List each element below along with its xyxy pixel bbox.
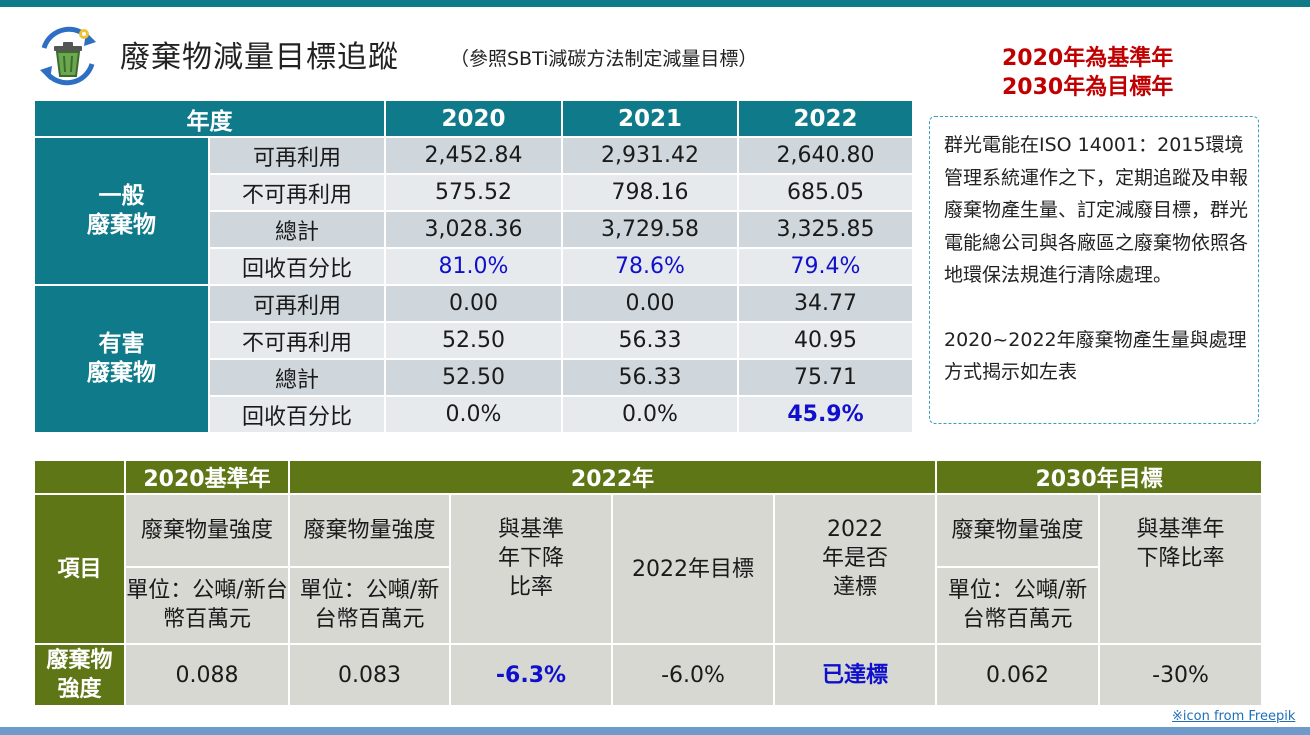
recycle-bin-icon xyxy=(32,20,104,92)
target-reduction-value: -30% xyxy=(1098,643,1264,707)
target-intensity-value: 0.062 xyxy=(935,643,1101,707)
waste-volume-table: 年度 2020 2021 2022 一般 廢棄物 可再利用 2,452.84 2… xyxy=(33,99,914,434)
table-row: 總計 3,028.36 3,729.58 3,325.85 xyxy=(34,210,914,249)
table-cell: 56.33 xyxy=(561,321,739,360)
reduction-value: -6.3% xyxy=(449,643,613,707)
unit-label: 單位：公噸/新台幣百萬元 xyxy=(124,565,290,646)
year-2022-header: 2022 xyxy=(737,99,914,138)
unit-label: 單位：公噸/新台幣百萬元 xyxy=(288,565,451,646)
year-2020-header: 2020 xyxy=(384,99,563,138)
table-cell: 52.50 xyxy=(384,321,563,360)
row-label: 可再利用 xyxy=(208,284,386,323)
row-label: 回收百分比 xyxy=(208,247,386,286)
table-row: 總計 52.50 56.33 75.71 xyxy=(34,358,914,397)
table-row: 項目 廢棄物量強度 廢棄物量強度 與基準年下降比率 2022年目標 2022年是… xyxy=(33,493,1264,645)
row-label: 不可再利用 xyxy=(208,173,386,212)
table-cell: 34.77 xyxy=(737,284,914,323)
table-cell: 685.05 xyxy=(737,173,914,212)
table-cell: 0.00 xyxy=(561,284,739,323)
waste-intensity-target-table: 2020基準年 2022年 2030年目標 項目 廢棄物量強度 廢棄物量強度 與… xyxy=(33,459,1264,707)
item-label: 項目 xyxy=(33,493,126,645)
achieved-label: 2022年是否達標 xyxy=(772,493,938,645)
table-row: 不可再利用 575.52 798.16 685.05 xyxy=(34,173,914,212)
recycle-rate-cell: 81.0% xyxy=(384,247,563,286)
current-intensity-value: 0.083 xyxy=(288,643,451,707)
recycle-rate-cell: 79.4% xyxy=(737,247,914,286)
recycle-rate-cell: 0.0% xyxy=(384,395,563,434)
table-cell: 75.71 xyxy=(737,358,914,397)
table-cell: 56.33 xyxy=(561,358,739,397)
intensity-label: 廢棄物量強度 xyxy=(124,493,290,568)
table-row: 單位：公噸/新台幣百萬元 單位：公噸/新台幣百萬元 單位：公噸/新台幣百萬元 xyxy=(34,565,1262,646)
table-row: 一般 廢棄物 可再利用 2,452.84 2,931.42 2,640.80 xyxy=(33,136,914,286)
target-year-note: 2030年為目標年 xyxy=(1002,75,1174,100)
base-intensity-value: 0.088 xyxy=(124,643,290,707)
table-cell: 3,325.85 xyxy=(737,210,914,249)
page-subtitle: （參照SBTi減碳方法制定減量目標） xyxy=(450,48,758,70)
year-header: 年度 xyxy=(33,99,386,138)
table-cell: 2,931.42 xyxy=(561,136,739,175)
table-row: 回收百分比 81.0% 78.6% 79.4% xyxy=(34,247,914,286)
intensity-label: 廢棄物量強度 xyxy=(935,493,1101,568)
year-note: 2020年為基準年 2030年為目標年 xyxy=(1002,44,1173,102)
table-cell: 798.16 xyxy=(561,173,739,212)
table-cell: 52.50 xyxy=(384,358,563,397)
recycle-rate-cell: 45.9% xyxy=(737,395,914,434)
note-box: 群光電能在ISO 14001：2015環境管理系統運作之下，定期追蹤及申報廢棄物… xyxy=(929,116,1259,424)
bottom-accent-bar xyxy=(0,727,1310,735)
table-row: 廢棄物強度 0.088 0.083 -6.3% -6.0% 已達標 0.062 … xyxy=(33,643,1264,707)
table-cell: 575.52 xyxy=(384,173,563,212)
recycle-rate-cell: 0.0% xyxy=(561,395,739,434)
table-row: 回收百分比 0.0% 0.0% 45.9% xyxy=(34,395,914,434)
base-year-note: 2020年為基準年 xyxy=(1002,46,1174,71)
base-year-header: 2020基準年 xyxy=(124,459,290,495)
table-cell: 3,028.36 xyxy=(384,210,563,249)
page-title: 廢棄物減量目標追蹤 xyxy=(120,40,399,75)
row-label: 總計 xyxy=(208,358,386,397)
icon-credit-link[interactable]: ※icon from Freepik xyxy=(1172,709,1296,724)
row-label: 可再利用 xyxy=(208,136,386,175)
row-label: 回收百分比 xyxy=(208,395,386,434)
unit-label: 單位：公噸/新台幣百萬元 xyxy=(935,565,1101,646)
note-paragraph-1: 群光電能在ISO 14001：2015環境管理系統運作之下，定期追蹤及申報廢棄物… xyxy=(944,134,1249,286)
blank-header xyxy=(33,459,126,495)
target-year-header: 2030年目標 xyxy=(935,459,1264,495)
table-row: 不可再利用 52.50 56.33 40.95 xyxy=(34,321,914,360)
table-cell: 0.00 xyxy=(384,284,563,323)
note-paragraph-2: 2020~2022年廢棄物產生量與處理方式揭示如左表 xyxy=(944,328,1247,384)
waste-intensity-label: 廢棄物強度 xyxy=(33,643,126,707)
hazardous-waste-group: 有害 廢棄物 xyxy=(33,284,210,434)
general-waste-group: 一般 廢棄物 xyxy=(33,136,210,286)
reduction-label: 與基準年下降比率 xyxy=(1098,493,1264,645)
table-cell: 40.95 xyxy=(737,321,914,360)
intensity-label: 廢棄物量強度 xyxy=(288,493,451,568)
top-accent-bar xyxy=(0,0,1310,7)
table-cell: 2,640.80 xyxy=(737,136,914,175)
year-2021-header: 2021 xyxy=(561,99,739,138)
goal-value: -6.0% xyxy=(611,643,775,707)
table-row: 有害 廢棄物 可再利用 0.00 0.00 34.77 xyxy=(33,284,914,434)
row-label: 不可再利用 xyxy=(208,321,386,360)
table-cell: 2,452.84 xyxy=(384,136,563,175)
current-year-header: 2022年 xyxy=(287,459,938,495)
reduction-label: 與基準年下降比率 xyxy=(449,493,613,645)
table-cell: 3,729.58 xyxy=(561,210,739,249)
recycle-rate-cell: 78.6% xyxy=(561,247,739,286)
row-label: 總計 xyxy=(208,210,386,249)
table-header-row: 年度 2020 2021 2022 xyxy=(33,99,914,138)
table-header-row: 2020基準年 2022年 2030年目標 xyxy=(33,459,1264,495)
goal-label: 2022年目標 xyxy=(611,493,775,645)
achieved-value: 已達標 xyxy=(772,643,938,707)
